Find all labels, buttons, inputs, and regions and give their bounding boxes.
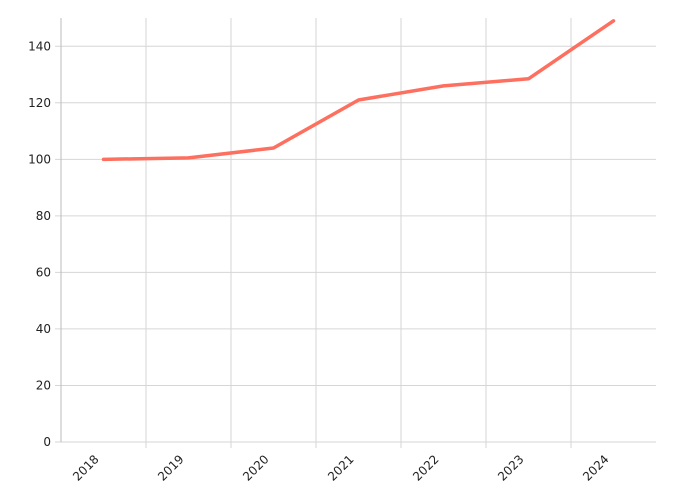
y-tick-label: 80 xyxy=(36,209,51,223)
x-tick-label: 2018 xyxy=(70,452,101,483)
y-tick-label: 100 xyxy=(28,152,51,166)
y-tick-label: 120 xyxy=(28,96,51,110)
x-tick-label: 2020 xyxy=(240,452,271,483)
x-tick-label: 2023 xyxy=(495,452,526,483)
y-tick-label: 40 xyxy=(36,322,51,336)
x-tick-label: 2019 xyxy=(155,452,186,483)
x-tick-label: 2024 xyxy=(580,452,611,483)
y-tick-label: 20 xyxy=(36,378,51,392)
x-tick-label: 2022 xyxy=(410,452,441,483)
x-tick-label: 2021 xyxy=(325,452,356,483)
y-tick-label: 60 xyxy=(36,265,51,279)
y-tick-label: 0 xyxy=(43,435,51,449)
line xyxy=(101,19,616,162)
y-tick-label: 140 xyxy=(28,39,51,53)
